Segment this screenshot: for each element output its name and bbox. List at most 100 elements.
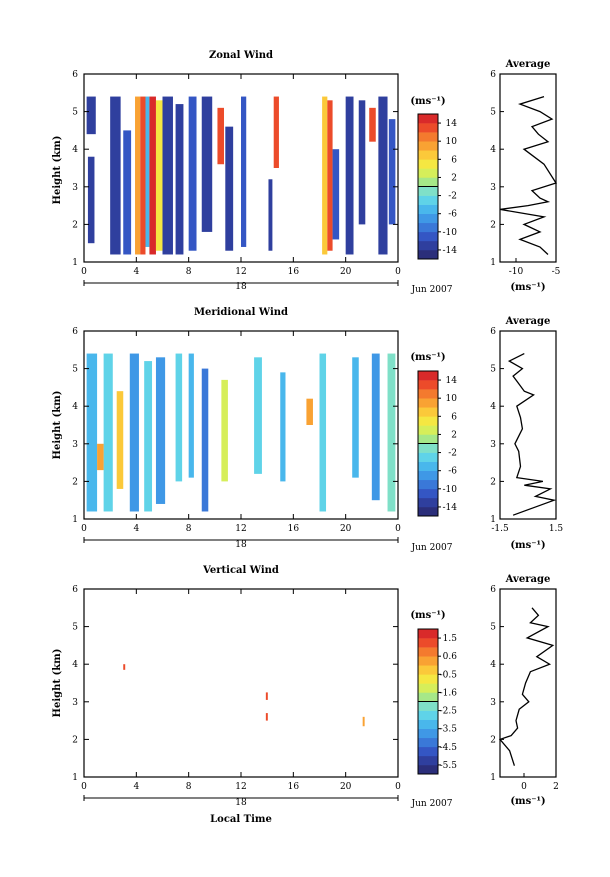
colorbar-swatch: [418, 249, 438, 260]
data-cell: [345, 96, 354, 255]
colorbar-label: (ms⁻¹): [410, 610, 445, 621]
x-tick-label: 4: [133, 267, 139, 277]
colorbar-swatch: [418, 213, 438, 224]
colorbar-label: (ms⁻¹): [410, 96, 445, 107]
data-cell: [388, 119, 396, 225]
date-label: Jun 2007: [411, 285, 453, 295]
profile-line: [498, 607, 555, 766]
x-tick-label: 20: [340, 267, 352, 277]
data-cell: [273, 96, 279, 168]
profile-y-tick-label: 1: [490, 515, 496, 525]
profile-y-tick-label: 5: [490, 365, 496, 375]
data-cell: [116, 391, 124, 489]
data-cell: [327, 100, 333, 251]
y-axis-label: Height (km): [52, 649, 63, 718]
colorbar-swatch: [418, 728, 438, 739]
data-cell: [362, 716, 365, 727]
profile-x-tick-label: -1.5: [491, 524, 509, 534]
day-label: 18: [235, 798, 247, 808]
panel-meridional: Meridional Wind Average Height (km) (ms⁻…: [52, 307, 563, 553]
colorbar-swatch: [418, 470, 438, 481]
profile-line: [499, 95, 558, 255]
data-cell: [87, 156, 95, 244]
colorbar-swatch: [418, 434, 438, 444]
colorbar-swatch: [418, 746, 438, 757]
colorbar-swatch: [418, 452, 438, 462]
colorbar-swatch: [418, 497, 438, 508]
colorbar-swatch: [418, 737, 438, 748]
y-tick-label: 5: [72, 365, 78, 375]
profile-x-tick-label: -5: [552, 267, 561, 277]
data-cell: [217, 107, 224, 165]
profile-y-tick-label: 6: [490, 327, 496, 337]
avg-title: Average: [505, 59, 551, 70]
x-tick-label: 0: [395, 782, 401, 792]
colorbar-tick-label: 10: [446, 394, 458, 404]
y-tick-label: 1: [72, 515, 78, 525]
colorbar-label: (ms⁻¹): [410, 352, 445, 363]
data-cell: [175, 104, 184, 255]
y-tick-label: 3: [72, 183, 78, 193]
profile-y-tick-label: 3: [490, 698, 496, 708]
avg-x-label: (ms⁻¹): [510, 796, 545, 807]
colorbar-tick-label: -10: [443, 228, 458, 238]
colorbar-swatch: [418, 114, 438, 124]
colorbar-tick-label: 2: [451, 430, 457, 440]
x-tick-label: 0: [81, 267, 87, 277]
panel-vertical: Vertical Wind Average Height (km) (ms⁻¹)…: [52, 565, 559, 825]
profile-x-tick-label: 0: [521, 782, 527, 792]
data-cell: [280, 372, 286, 482]
data-cell: [319, 353, 327, 512]
profile-frame: [499, 588, 557, 778]
profile-y-tick-label: 2: [490, 477, 496, 487]
panel-title: Vertical Wind: [202, 565, 279, 576]
x-tick-label: 0: [395, 267, 401, 277]
colorbar-swatch: [418, 461, 438, 471]
x-tick-label: 12: [235, 782, 246, 792]
data-cell: [201, 368, 209, 512]
data-cell: [254, 357, 262, 474]
colorbar-tick-label: 6: [451, 155, 457, 165]
x-axis-label: Local Time: [210, 814, 272, 825]
profile-y-tick-label: 5: [490, 623, 496, 633]
y-tick-label: 6: [72, 327, 78, 337]
colorbar-swatch: [418, 443, 438, 453]
y-axis-label: Height (km): [52, 391, 63, 460]
colorbar-swatch: [418, 186, 438, 196]
data-cell: [110, 96, 121, 255]
data-cell: [225, 126, 234, 251]
x-tick-label: 16: [288, 267, 300, 277]
date-label: Jun 2007: [411, 543, 453, 553]
colorbar-swatch: [418, 168, 438, 178]
profile-y-tick-label: 6: [490, 585, 496, 595]
colorbar-tick-label: -6: [448, 210, 457, 220]
y-tick-label: 4: [72, 145, 78, 155]
x-tick-label: 4: [133, 524, 139, 534]
y-axis-label: Height (km): [52, 136, 63, 205]
profile-y-tick-label: 2: [490, 735, 496, 745]
data-cell: [135, 96, 141, 255]
data-cell: [265, 713, 268, 721]
data-cell: [155, 357, 166, 504]
y-tick-label: 2: [72, 477, 78, 487]
profile-y-tick-label: 5: [490, 108, 496, 118]
colorbar-swatch: [418, 656, 438, 666]
colorbar-tick-label: -3.5: [440, 725, 458, 735]
colorbar-swatch: [418, 692, 438, 702]
data-cell: [129, 353, 139, 512]
y-tick-label: 1: [72, 258, 78, 268]
data-cell: [268, 179, 273, 251]
colorbar-tick-label: -1.6: [440, 688, 458, 698]
y-tick-label: 2: [72, 735, 78, 745]
colorbar-swatch: [418, 683, 438, 693]
profile-y-tick-label: 1: [490, 258, 496, 268]
profile-y-tick-label: 3: [490, 440, 496, 450]
colorbar-swatch: [418, 407, 438, 417]
colorbar-swatch: [418, 371, 438, 381]
colorbar-swatch: [418, 222, 438, 233]
colorbar-swatch: [418, 710, 438, 720]
colorbar-swatch: [418, 506, 438, 517]
data-cell: [358, 100, 366, 225]
